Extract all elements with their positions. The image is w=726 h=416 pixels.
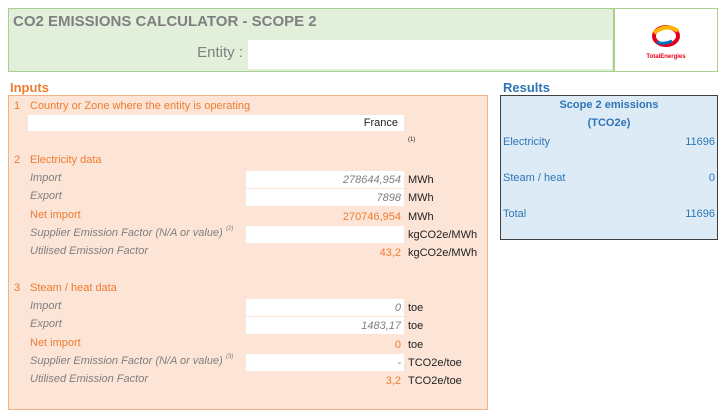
row-label: Export [30,190,62,203]
row-unit: kgCO2e/MWh [408,247,478,260]
row-label: Import [30,172,62,184]
result-label: Steam / heat [503,172,566,184]
row-value: 3,2 [385,375,401,388]
section-number: 2 [14,154,21,166]
row-label: Import [30,300,62,312]
value-input[interactable] [246,317,404,335]
logo-arc [652,25,680,35]
row-label: Supplier Emission Factor (N/A or value) [30,354,223,367]
row-value: 1483,17 [361,320,401,333]
logo-box: TotalEnergies [614,8,718,72]
logo-arc [656,39,673,45]
row-value: 0 [394,302,401,314]
row-value: 278644,954 [342,174,401,186]
row-unit: MWh [408,192,434,205]
row-value: 43,2 [379,247,401,260]
results-title: Results [503,80,550,95]
value-input[interactable] [246,353,404,371]
footnote: (1) [408,137,416,143]
entity-input[interactable] [248,40,612,69]
country-input[interactable] [28,115,404,131]
value-input[interactable] [246,189,404,207]
value-input[interactable] [246,225,404,243]
value-input[interactable] [246,171,404,188]
row-unit: kgCO2e/MWh [408,228,478,241]
country-value: France [363,117,398,129]
results-unit: (TCO2e) [587,117,631,129]
row-value: 270746,954 [342,210,401,223]
row-label: Utilised Emission Factor [30,245,148,258]
row-unit: toe [408,320,424,333]
result-label: Total [503,208,527,220]
section-number: 1 [14,100,21,112]
entity-label: Entity : [197,44,243,61]
logo-text: TotalEnergies [646,54,686,60]
footnote: (3) [226,353,234,360]
value-input[interactable] [246,299,404,316]
logo [652,25,680,47]
result-value: 0 [708,172,715,184]
row-label: Supplier Emission Factor (N/A or value) [30,226,223,239]
row-unit: toe [408,338,424,351]
row-label: Net import [30,208,81,221]
result-label: Electricity [503,136,551,148]
title: CO2 EMISSIONS CALCULATOR - SCOPE 2 [13,13,317,30]
row-label: Utilised Emission Factor [30,373,148,386]
row-unit: TCO2e/toe [408,356,462,369]
section-label: Country or Zone where the entity is oper… [30,100,251,112]
footnote: (2) [226,225,234,232]
result-value: 11696 [685,136,715,148]
row-value: - [397,356,401,369]
row-value: 0 [394,338,401,351]
row-unit: MWh [408,210,434,223]
row-unit: TCO2e/toe [408,375,462,388]
inputs-title: Inputs [10,80,49,95]
result-value: 11696 [685,208,715,220]
row-label: Export [30,318,62,331]
row-unit: toe [408,302,424,314]
section-label: Electricity data [30,154,102,166]
row-label: Net import [30,336,81,349]
section-number: 3 [14,282,21,294]
results-heading: Scope 2 emissions [559,99,659,111]
section-label: Steam / heat data [30,282,117,294]
row-unit: MWh [408,174,434,186]
results-panel [500,95,718,240]
row-value: 7898 [376,192,401,205]
